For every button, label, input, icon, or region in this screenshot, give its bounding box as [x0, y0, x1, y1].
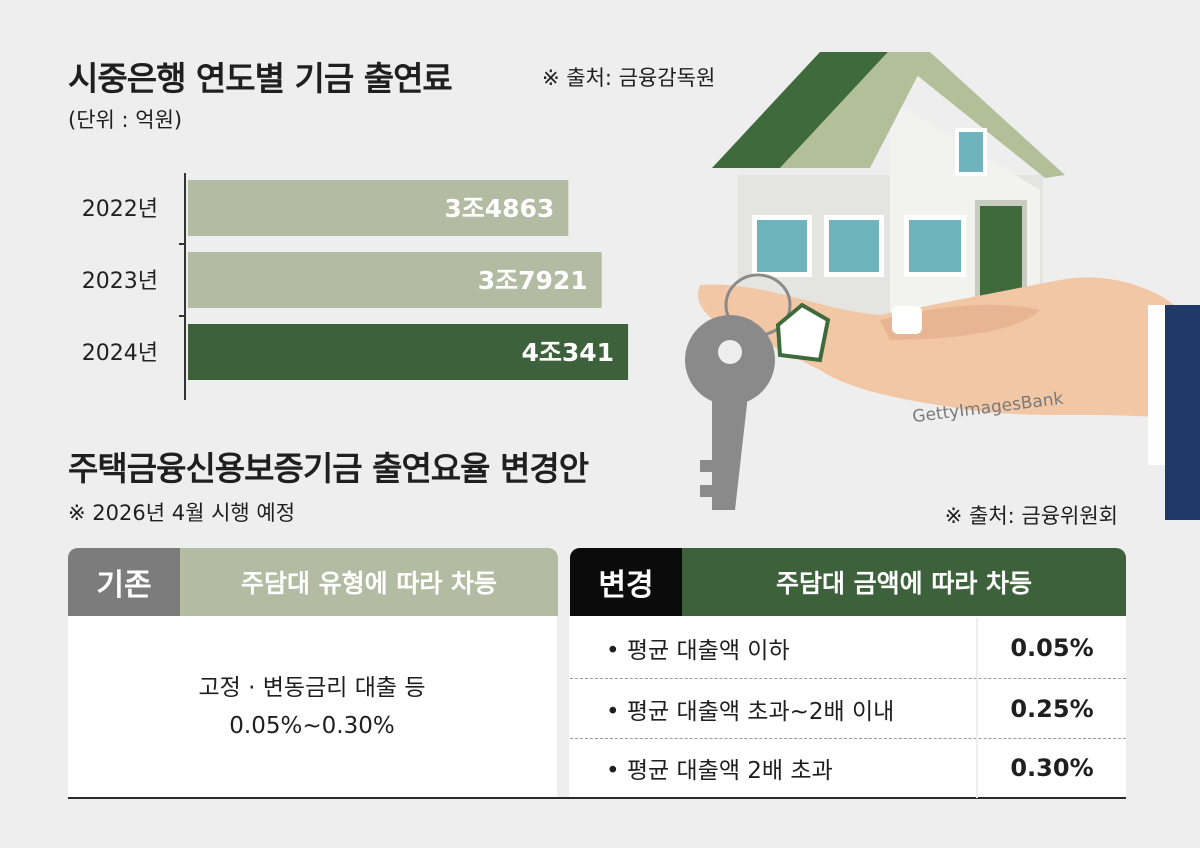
new-header: 변경 주담대 금액에 따라 차등	[570, 548, 1126, 616]
table-row: • 평균 대출액 2배 초과 0.30%	[570, 738, 1126, 798]
data-label: 4조341	[521, 338, 614, 367]
new-tag: 변경	[570, 548, 682, 616]
row-label: • 평균 대출액 2배 초과	[606, 758, 833, 784]
data-label: 3조7921	[478, 266, 588, 295]
table-row: • 평균 대출액 초과~2배 이내 0.25%	[570, 679, 1126, 739]
unit-label: (단위 : 억원)	[68, 108, 183, 132]
key-icon	[685, 273, 831, 510]
old-header: 기존 주담대 유형에 따라 차등	[68, 548, 558, 616]
category-label: 2022년	[82, 197, 158, 222]
old-header-text: 주담대 유형에 따라 차등	[240, 569, 498, 598]
bar-chart: 2022년 3조4863 2023년 3조7921 2024년 4조341	[82, 173, 629, 400]
chart-title: 시중은행 연도별 기금 출연료	[68, 59, 453, 98]
bar	[188, 252, 602, 308]
row-divider	[570, 738, 1126, 739]
row-value: 0.30%	[976, 738, 1126, 798]
bar	[188, 180, 569, 236]
old-rate-line2: 0.05%~0.30%	[229, 712, 395, 739]
house-icon	[712, 52, 1065, 335]
bar	[188, 324, 629, 380]
old-tag: 기존	[68, 548, 180, 616]
source-note: ※ 출처: 금융감독원	[542, 66, 716, 90]
column-divider	[557, 616, 569, 797]
hand-icon	[698, 277, 1200, 520]
row-divider	[570, 678, 1126, 679]
new-header-text: 주담대 금액에 따라 차등	[775, 569, 1033, 598]
table-body	[68, 616, 1126, 799]
section-title: 주택금융신용보증기금 출연요율 변경안	[68, 449, 589, 488]
schedule-note: ※ 2026년 4월 시행 예정	[68, 501, 296, 525]
category-label: 2023년	[82, 269, 158, 294]
table-row: • 평균 대출액 이하 0.05%	[570, 618, 1126, 678]
data-label: 3조4863	[444, 194, 554, 223]
old-rate-cell: 고정 · 변동금리 대출 등 0.05%~0.30%	[68, 616, 556, 797]
house-key-illustration	[685, 52, 1200, 520]
old-rate-line1: 고정 · 변동금리 대출 등	[198, 674, 426, 701]
row-value: 0.25%	[976, 679, 1126, 739]
row-label: • 평균 대출액 초과~2배 이내	[606, 699, 895, 725]
category-label: 2024년	[82, 341, 158, 366]
row-value: 0.05%	[976, 618, 1126, 678]
row-label: • 평균 대출액 이하	[606, 638, 790, 664]
source-note-2: ※ 출처: 금융위원회	[944, 504, 1118, 528]
